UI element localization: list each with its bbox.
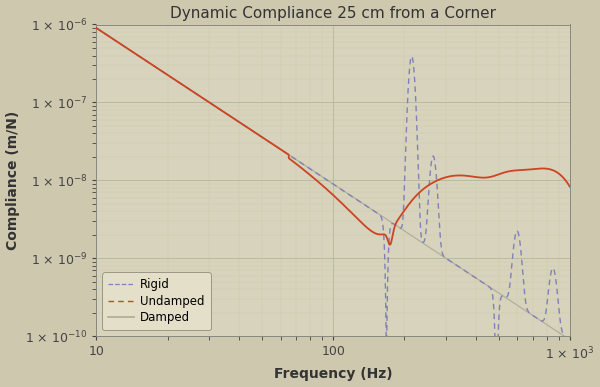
Rigid — [506, 298, 513, 302]
Undamped — [506, 284, 513, 289]
Title: Dynamic Compliance 25 cm from a Corner: Dynamic Compliance 25 cm from a Corner — [170, 5, 496, 21]
Damped — [147, 61, 154, 66]
Line: Rigid: Rigid — [97, 28, 570, 340]
Undamped — [93, 26, 100, 31]
Rigid — [566, 337, 574, 342]
Damped — [566, 184, 574, 189]
Rigid — [147, 61, 154, 66]
Damped — [274, 145, 281, 150]
Undamped — [295, 159, 302, 163]
Y-axis label: Compliance (m/N): Compliance (m/N) — [5, 111, 20, 250]
Undamped — [175, 80, 182, 84]
Damped — [557, 173, 564, 177]
Rigid — [557, 331, 564, 336]
X-axis label: Frequency (Hz): Frequency (Hz) — [274, 367, 392, 382]
Rigid — [295, 159, 302, 163]
Legend: Rigid, Undamped, Damped: Rigid, Undamped, Damped — [103, 272, 211, 330]
Undamped — [557, 322, 564, 326]
Line: Undamped: Undamped — [97, 28, 570, 387]
Undamped — [566, 337, 574, 342]
Rigid — [175, 80, 182, 84]
Damped — [93, 26, 100, 31]
Rigid — [274, 145, 281, 150]
Damped — [506, 169, 513, 173]
Undamped — [147, 61, 154, 66]
Line: Damped: Damped — [97, 28, 570, 245]
Damped — [386, 243, 394, 247]
Damped — [175, 80, 182, 84]
Undamped — [274, 145, 281, 150]
Damped — [295, 163, 302, 168]
Rigid — [93, 26, 100, 31]
